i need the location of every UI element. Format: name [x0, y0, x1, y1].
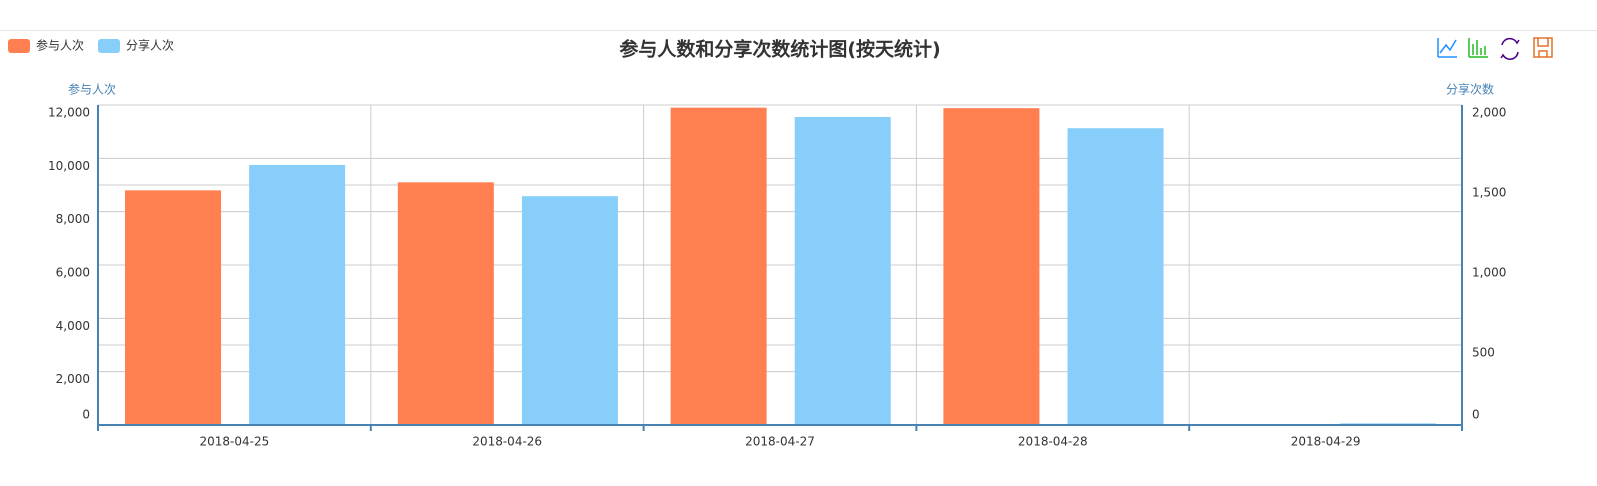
y-tick-label: 8,000: [56, 212, 90, 226]
y-tick-label: 0: [82, 408, 90, 422]
toolbox: [1437, 37, 1553, 60]
x-tick-label: 2018-04-27: [745, 435, 815, 449]
x-tick-label: 2018-04-28: [1018, 435, 1088, 449]
y-tick-label: 12,000: [48, 106, 90, 120]
bar: [125, 190, 222, 425]
restore-tool[interactable]: [1500, 37, 1520, 60]
bar: [943, 108, 1040, 425]
y2-tick-label: 2,000: [1472, 106, 1506, 120]
y-tick-label: 6,000: [56, 266, 90, 280]
bar: [670, 107, 767, 426]
y2-tick-label: 0: [1472, 408, 1480, 422]
bar: [1067, 128, 1164, 425]
legend-swatch: [98, 39, 121, 53]
y2-tick-label: 1,500: [1472, 186, 1506, 200]
y-tick-label: 2,000: [56, 372, 90, 386]
y-tick-label: 4,000: [56, 319, 90, 333]
y2-tick-label: 500: [1472, 346, 1495, 360]
line-tool[interactable]: [1437, 38, 1457, 58]
y-axis-label: 参与人次: [68, 82, 116, 97]
x-tick-label: 2018-04-25: [200, 435, 270, 449]
bar: [794, 117, 891, 425]
y2-tick-label: 1,000: [1472, 266, 1506, 280]
x-tick-label: 2018-04-26: [472, 435, 542, 449]
bar: [249, 165, 346, 425]
bar: [521, 196, 618, 425]
bar: [397, 182, 494, 425]
bar-tool[interactable]: [1468, 38, 1488, 58]
y-tick-label: 10,000: [48, 159, 90, 173]
x-tick-label: 2018-04-29: [1291, 435, 1361, 449]
y2-axis-label: 分享次数: [1446, 82, 1494, 97]
legend-label: 参与人次: [36, 38, 84, 53]
chart-title: 参与人数和分享次数统计图(按天统计): [619, 38, 940, 61]
save-tool[interactable]: [1533, 37, 1553, 58]
legend-label: 分享人次: [126, 38, 174, 53]
legend-swatch: [8, 39, 30, 53]
